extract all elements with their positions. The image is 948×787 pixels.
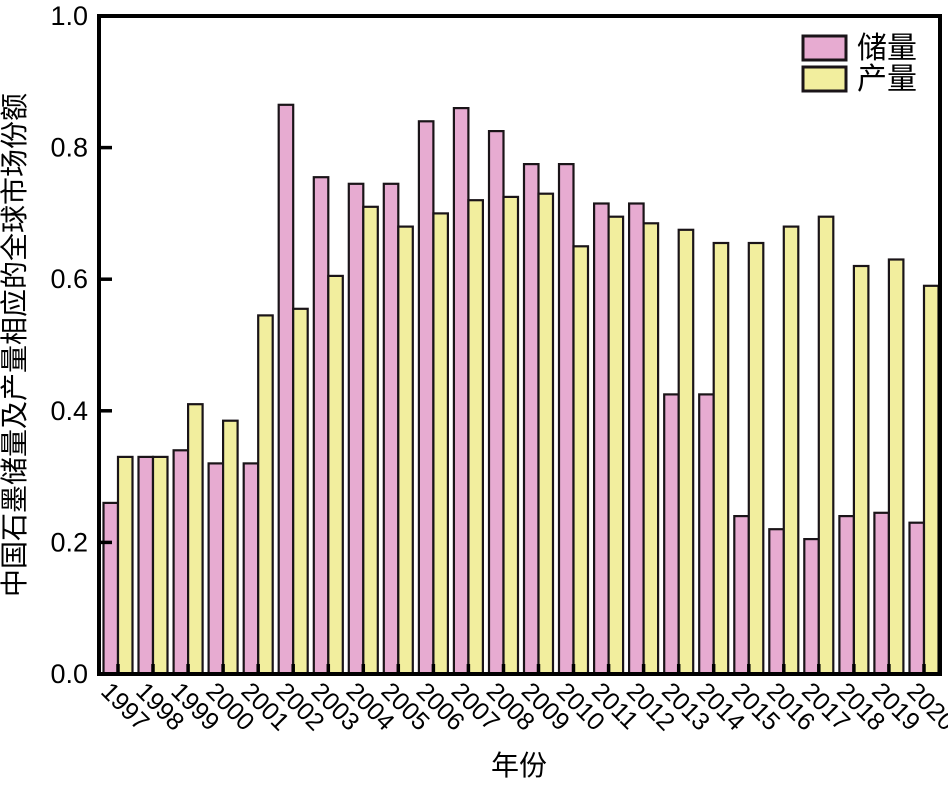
bar-reserves-2014 (698, 393, 715, 676)
bar-production-1997 (116, 455, 134, 676)
bar-production-2016 (782, 225, 800, 676)
bar-reserves-2006 (417, 120, 435, 676)
bar-production-2011 (607, 215, 625, 676)
bar-production-2004 (362, 205, 379, 676)
x-axis-tick-labels: 1997199819992000200120022003200420052006… (95, 677, 948, 736)
bar-production-2013 (677, 228, 695, 676)
bar-reserves-2012 (627, 202, 645, 676)
bar-production-2007 (467, 199, 484, 676)
plot-frame (97, 14, 942, 676)
y-axis-title: 中国石墨储量及产量相应的全球市场份额 (0, 93, 30, 597)
x-axis-ticks (116, 664, 926, 673)
bar-production-2008 (502, 195, 520, 676)
bar-reserves-2003 (312, 176, 330, 676)
legend: 储量 产量 (801, 32, 917, 96)
bar-reserves-2007 (452, 106, 470, 676)
bar-reserves-2011 (592, 202, 610, 676)
bar-production-2005 (397, 225, 414, 676)
bar-reserves-2013 (663, 393, 680, 676)
bar-production-2014 (712, 241, 730, 676)
bar-production-2018 (852, 264, 870, 676)
bar-reserves-1997 (102, 501, 120, 676)
bar-reserves-2004 (347, 182, 365, 676)
bar-reserves-2008 (487, 130, 505, 676)
y-tick-label-0.0: 0.0 (50, 659, 88, 689)
bar-production-2019 (887, 258, 905, 676)
bar-reserves-2018 (838, 514, 856, 676)
bar-production-2009 (537, 192, 555, 676)
bar-reserves-2017 (803, 537, 820, 676)
y-tick-label-1.0: 1.0 (50, 1, 88, 31)
y-tick-label-0.6: 0.6 (50, 264, 88, 294)
y-tick-label-0.2: 0.2 (50, 527, 88, 557)
bar-production-2012 (642, 222, 660, 676)
bar-reserves-2009 (522, 163, 540, 676)
legend-swatch-reserves (801, 34, 848, 62)
bar-production-1998 (151, 455, 169, 676)
legend-label-production: 产量 (857, 63, 917, 96)
bar-production-2000 (222, 419, 239, 676)
bar-production-2017 (817, 215, 835, 676)
bar-production-2003 (327, 274, 344, 676)
legend-label-reserves: 储量 (857, 32, 917, 65)
bar-reserves-2005 (382, 182, 400, 676)
bar-production-2006 (432, 212, 449, 676)
bar-reserves-2010 (557, 163, 575, 676)
bar-reserves-1999 (172, 449, 190, 676)
y-axis-tick-labels: 0.0 0.2 0.4 0.6 0.8 1.0 (50, 1, 88, 689)
bar-reserves-2015 (733, 514, 750, 676)
bar-reserves-2001 (242, 462, 260, 676)
bar-production-1999 (187, 403, 204, 676)
y-tick-label-0.8: 0.8 (50, 133, 88, 163)
x-axis-title: 年份 (491, 750, 547, 781)
bars-group (102, 103, 940, 676)
bar-reserves-2002 (277, 103, 295, 676)
bar-production-2002 (292, 307, 309, 676)
bar-production-2015 (747, 241, 765, 676)
bar-production-2020 (922, 284, 940, 676)
bar-reserves-2020 (908, 521, 926, 676)
y-tick-label-0.4: 0.4 (50, 396, 88, 426)
bar-reserves-2000 (207, 462, 225, 676)
bar-reserves-2016 (768, 528, 785, 676)
bar-production-2001 (257, 314, 274, 676)
legend-swatch-production (801, 65, 848, 93)
bar-reserves-2019 (873, 511, 891, 676)
bar-reserves-1998 (137, 455, 155, 676)
bar-production-2010 (572, 245, 590, 676)
